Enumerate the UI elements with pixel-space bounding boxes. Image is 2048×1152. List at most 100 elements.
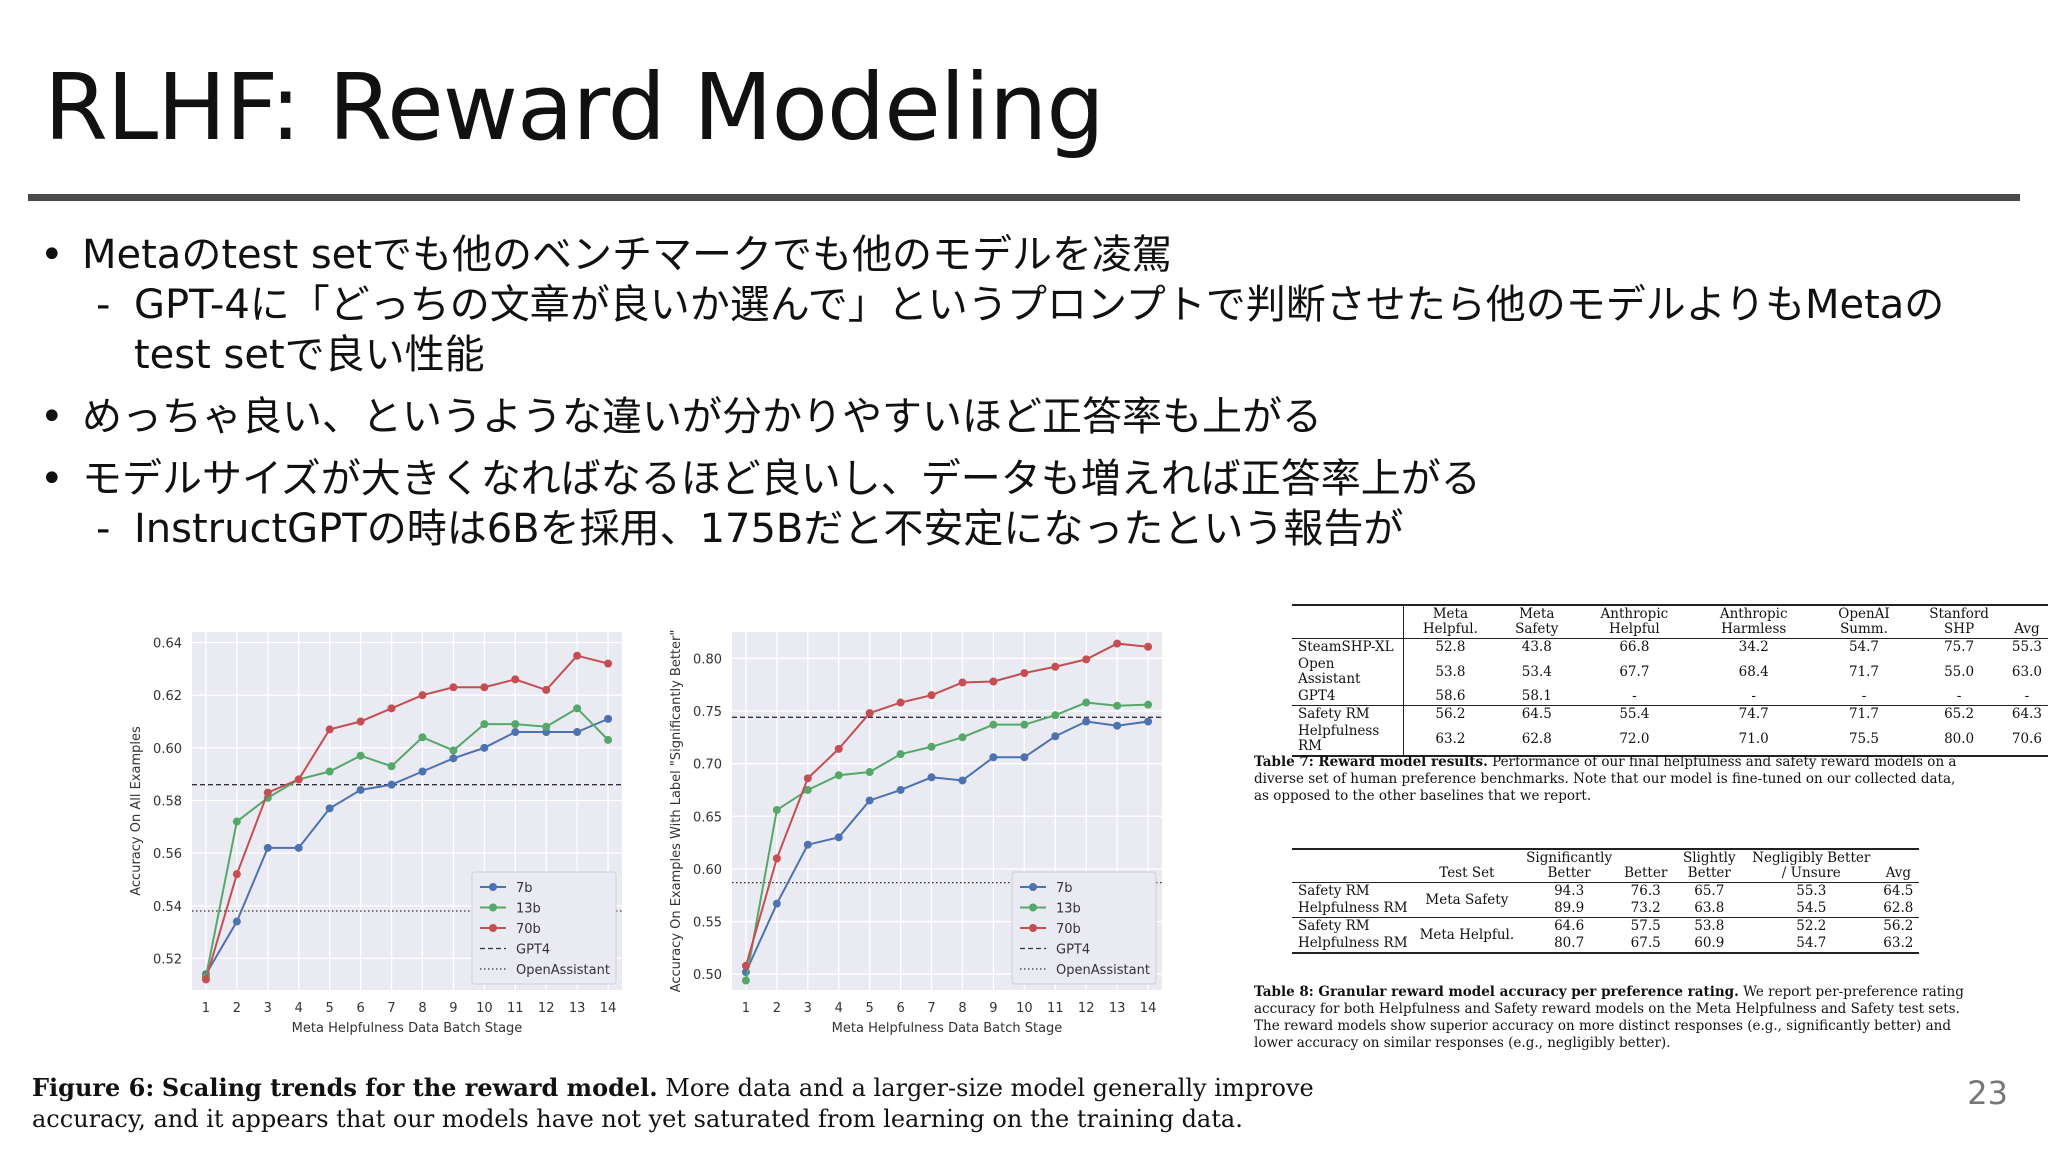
table-row: Safety RM Meta Helpful. 64.6 57.5 53.8 52.2 56… <box>1292 917 1920 954</box>
data-point-7b <box>1082 717 1091 726</box>
sub-bullet-item: - GPT-4に「どっちの文章が良いか選んで」というプロンプトで判断させたら他の… <box>40 280 2020 380</box>
x-tick-label: 6 <box>896 1001 904 1016</box>
data-point-13b <box>1082 698 1091 707</box>
data-point-13b <box>325 767 334 776</box>
y-tick-label: 0.56 <box>153 847 182 862</box>
data-point-13b <box>1051 711 1060 720</box>
x-tick-label: 8 <box>958 1001 966 1016</box>
table-cell: 54.5 <box>1796 900 1827 916</box>
legend-marker-13b <box>1029 903 1037 912</box>
row-label: Open Assistant <box>1292 656 1405 688</box>
data-point-7b <box>834 833 843 842</box>
table-cell: 53.4 <box>1521 663 1552 680</box>
x-axis-label: Meta Helpfulness Data Batch Stage <box>832 1021 1063 1036</box>
row-label: Safety RM <box>1292 705 1405 723</box>
table-7: Meta Helpful. Meta Safety Anthropic Help… <box>1292 604 2048 757</box>
reward-model-results-table: Meta Helpful. Meta Safety Anthropic Help… <box>1292 604 2048 757</box>
table-cell: 52.2 <box>1745 917 1878 935</box>
data-point-13b <box>418 733 427 742</box>
table-cell: 62.8 <box>1883 900 1914 916</box>
data-point-70b <box>356 717 365 726</box>
y-tick-label: 0.62 <box>153 689 182 704</box>
x-tick-label: 2 <box>773 1001 781 1016</box>
data-point-7b <box>263 843 272 852</box>
y-tick-label: 0.52 <box>153 952 182 967</box>
table-cell: 58.1 <box>1521 688 1552 704</box>
x-tick-label: 10 <box>476 1001 493 1016</box>
x-tick-label: 4 <box>835 1001 843 1016</box>
data-point-13b <box>865 768 874 777</box>
data-point-7b <box>387 780 396 789</box>
data-point-13b <box>834 771 843 780</box>
table-cell: 63.0 <box>2011 663 2042 680</box>
data-point-7b <box>1051 732 1060 741</box>
table-cell: 71.7 <box>1815 705 1913 723</box>
bullet-marker: • <box>40 394 64 440</box>
x-tick-label: 12 <box>538 1001 555 1016</box>
table-cell: 62.8 <box>1496 723 1578 757</box>
data-point-13b <box>604 735 613 744</box>
data-point-7b <box>356 785 365 794</box>
data-point-70b <box>542 685 551 694</box>
table-cell: 57.5 <box>1618 917 1674 935</box>
table-8-caption-text: We report per-preference rating accuracy… <box>1254 984 1964 1051</box>
table-cell: 73.2 <box>1630 900 1661 916</box>
data-point-7b <box>232 917 241 926</box>
data-point-70b <box>232 870 241 879</box>
row-label: SteamSHP-XL <box>1292 638 1405 656</box>
data-point-7b <box>294 843 303 852</box>
y-axis-label: Accuracy On Examples With Label "Signifi… <box>669 630 684 993</box>
x-axis-label: Meta Helpfulness Data Batch Stage <box>292 1021 523 1036</box>
x-tick-label: 14 <box>1140 1001 1157 1016</box>
granular-accuracy-table: Test Set Significantly Better Better Sli… <box>1292 848 1920 954</box>
data-point-7b <box>480 743 489 752</box>
table-cell: - <box>1632 688 1637 704</box>
table-cell: 94.3 <box>1520 882 1619 900</box>
data-point-7b <box>604 714 613 723</box>
x-tick-label: 3 <box>804 1001 812 1016</box>
y-tick-label: 0.64 <box>153 637 182 652</box>
table-cell: 63.2 <box>1403 723 1497 757</box>
table-7-caption-text: Performance of our final helpfulness and… <box>1254 754 1957 804</box>
data-point-70b <box>573 651 582 660</box>
sub-bullet-marker: - <box>96 506 111 552</box>
legend-label: 70b <box>1056 922 1081 937</box>
data-point-7b <box>927 773 936 782</box>
y-tick-label: 0.60 <box>693 863 722 878</box>
accuracy-all-examples-chart: 0.520.540.560.580.600.620.641 2 3 4 5 6 7 8 9 10 1… <box>129 632 622 1036</box>
data-point-7b <box>449 754 458 763</box>
table-header: Anthropic Harmless <box>1691 604 1816 639</box>
sub-bullet-item: - InstructGPTの時は6Bを採用、175Bだと不安定になったという報告… <box>40 504 2020 554</box>
table-cell: 55.3 <box>1745 882 1878 900</box>
series-line-13b <box>204 707 609 978</box>
table-cell: 34.2 <box>1691 638 1816 656</box>
chart-right-container: 0.50 0.55 0.60 0.65 0.70 0.75 0.80 1 2 3 4 5 6 7 8 9 10 1… <box>660 612 1180 1052</box>
table-row: Safety RM 56.2 64.5 55.4 74.7 71.7 65.2 64.3 <box>1292 705 2048 723</box>
table-cell: - <box>2024 688 2030 704</box>
series-line-70b <box>204 654 609 980</box>
table-cell: 58.6 <box>1435 688 1466 704</box>
table-cell: 56.2 <box>1403 705 1497 723</box>
data-point-13b <box>772 805 781 814</box>
x-tick-label: 9 <box>989 1001 997 1016</box>
table-cell: 76.3 <box>1618 882 1674 900</box>
series-line-13b <box>744 701 1149 981</box>
x-tick-label: 7 <box>927 1001 935 1016</box>
table-cell: 60.9 <box>1673 935 1746 954</box>
figure-caption: Figure 6: Scaling trends for the reward … <box>32 1072 1332 1135</box>
table-cell: 64.5 <box>1877 882 1920 900</box>
legend-marker-7b <box>1029 883 1037 891</box>
data-point-70b <box>865 709 874 718</box>
bullet-item: • モデルサイズが大きくなればなるほど良いし、データも増えれば正答率上がる <box>40 454 2020 504</box>
table-cell: 68.4 <box>1738 663 1769 680</box>
table-header: Negligibly Better / Unsure <box>1745 848 1878 883</box>
table-cell: 89.9 <box>1554 900 1585 916</box>
data-point-13b <box>511 720 520 729</box>
x-tick-label: 13 <box>569 1001 586 1016</box>
data-point-70b <box>834 744 843 753</box>
data-point-70b <box>803 774 812 783</box>
table-7-caption-bold: Table 7: Reward model results. <box>1254 754 1488 770</box>
table-cell: 67.7 <box>1619 663 1650 680</box>
y-tick-label: 0.50 <box>693 968 722 983</box>
data-point-70b <box>449 683 458 692</box>
